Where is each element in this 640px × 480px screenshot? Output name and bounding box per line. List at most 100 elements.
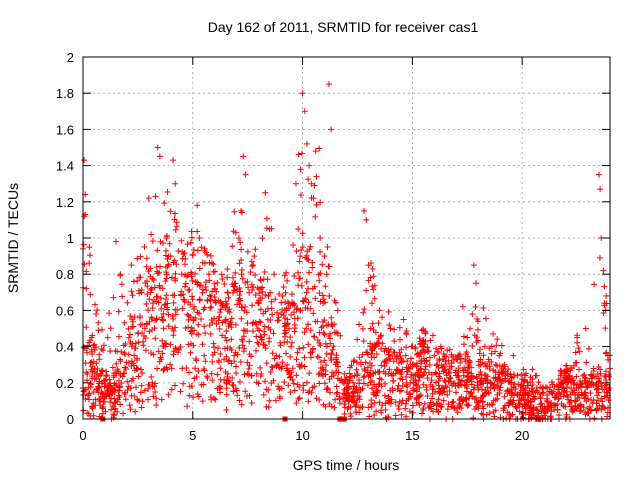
data-point bbox=[287, 302, 294, 309]
y-tick-label: 0.4 bbox=[56, 340, 74, 355]
data-point bbox=[403, 381, 410, 388]
data-point bbox=[89, 363, 96, 370]
data-point bbox=[182, 283, 189, 290]
data-point bbox=[347, 373, 354, 380]
data-point bbox=[190, 247, 197, 254]
data-point bbox=[246, 338, 253, 345]
data-point bbox=[248, 372, 255, 379]
data-point bbox=[379, 340, 386, 347]
data-point bbox=[143, 255, 150, 262]
data-point bbox=[281, 333, 288, 340]
data-point bbox=[163, 340, 170, 347]
y-tick-label: 0.6 bbox=[56, 303, 74, 318]
data-point bbox=[94, 306, 101, 313]
data-point bbox=[222, 298, 229, 305]
data-point bbox=[93, 386, 100, 393]
data-point bbox=[486, 358, 493, 365]
data-point bbox=[596, 171, 603, 178]
data-point bbox=[539, 385, 546, 392]
data-point bbox=[163, 235, 170, 241]
data-point bbox=[124, 378, 131, 385]
data-point bbox=[225, 358, 232, 365]
data-point bbox=[200, 366, 207, 373]
data-point bbox=[303, 289, 310, 296]
data-point bbox=[157, 263, 164, 270]
data-point bbox=[484, 401, 491, 408]
data-point bbox=[217, 298, 224, 305]
data-point bbox=[192, 314, 199, 321]
data-point bbox=[295, 151, 302, 158]
data-point bbox=[352, 409, 359, 416]
data-point bbox=[87, 413, 94, 420]
data-point bbox=[249, 320, 256, 327]
data-point bbox=[131, 352, 138, 359]
data-point bbox=[145, 195, 152, 202]
data-point bbox=[164, 263, 171, 270]
x-tick-label: 10 bbox=[295, 428, 309, 443]
data-point bbox=[159, 337, 166, 344]
data-point bbox=[544, 398, 551, 405]
data-point bbox=[91, 369, 98, 376]
y-tick-label: 2 bbox=[67, 50, 74, 65]
data-point bbox=[231, 352, 238, 359]
data-point bbox=[247, 269, 254, 276]
data-point bbox=[194, 279, 201, 286]
data-point bbox=[345, 397, 352, 404]
data-point bbox=[365, 262, 372, 269]
data-point bbox=[131, 314, 138, 321]
data-point bbox=[90, 400, 97, 407]
data-point bbox=[405, 395, 412, 402]
data-point bbox=[441, 367, 448, 374]
data-point bbox=[448, 382, 455, 389]
data-point bbox=[258, 336, 265, 343]
data-point bbox=[352, 403, 359, 410]
data-point bbox=[217, 351, 224, 358]
data-point bbox=[416, 335, 423, 342]
data-point bbox=[604, 389, 611, 396]
data-point bbox=[238, 304, 245, 311]
data-point bbox=[428, 377, 435, 384]
data-point bbox=[156, 358, 163, 365]
data-point bbox=[262, 378, 269, 385]
y-tick-label: 1.2 bbox=[56, 195, 74, 210]
data-point bbox=[93, 344, 100, 351]
data-point bbox=[269, 311, 276, 318]
data-point bbox=[264, 305, 271, 312]
data-point bbox=[552, 394, 559, 401]
data-point bbox=[319, 261, 326, 268]
data-point bbox=[299, 244, 306, 251]
data-point bbox=[122, 396, 129, 403]
data-point bbox=[350, 379, 357, 386]
data-point bbox=[172, 311, 179, 318]
data-point bbox=[107, 348, 114, 355]
data-point bbox=[312, 213, 319, 220]
data-point bbox=[152, 335, 159, 342]
data-point bbox=[146, 296, 153, 303]
data-point bbox=[301, 108, 308, 115]
data-point bbox=[310, 310, 317, 317]
data-point bbox=[354, 371, 361, 378]
data-point bbox=[244, 359, 251, 366]
data-point bbox=[321, 357, 328, 364]
data-point bbox=[555, 412, 562, 419]
data-point bbox=[434, 348, 441, 355]
data-point bbox=[97, 394, 104, 401]
data-point bbox=[402, 405, 409, 412]
data-point bbox=[158, 305, 165, 312]
data-point bbox=[252, 347, 259, 354]
data-point bbox=[230, 289, 237, 296]
data-point bbox=[168, 365, 175, 372]
data-point bbox=[167, 253, 174, 260]
data-point bbox=[291, 315, 298, 322]
data-point bbox=[251, 253, 258, 260]
data-point bbox=[474, 402, 481, 409]
data-point bbox=[305, 341, 312, 348]
data-point bbox=[111, 380, 118, 387]
data-point bbox=[581, 377, 588, 384]
data-point bbox=[268, 380, 275, 387]
data-point bbox=[213, 288, 220, 295]
data-point bbox=[154, 247, 161, 254]
data-point bbox=[96, 351, 103, 358]
data-point bbox=[223, 385, 230, 392]
data-point bbox=[207, 252, 214, 259]
